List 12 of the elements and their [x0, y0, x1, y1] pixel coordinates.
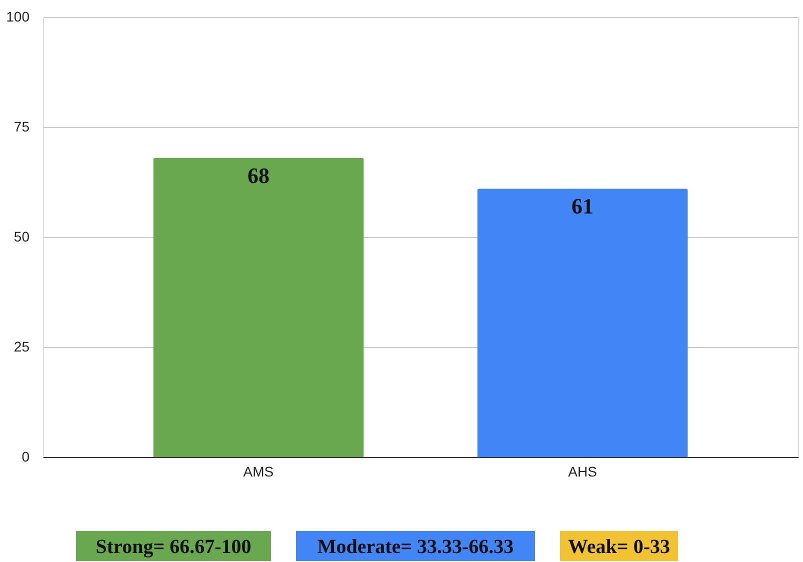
y-tick-label: 75	[14, 118, 30, 134]
data-label: 61	[572, 194, 594, 219]
text: Weak= 0-33	[568, 536, 670, 558]
y-tick-label: 0	[22, 448, 30, 464]
data-label: 68	[247, 162, 270, 188]
text: Strong= 66.67-100	[96, 536, 252, 558]
x-tick-label: AMS	[243, 464, 274, 480]
y-tick-label: 100	[6, 8, 30, 24]
y-tick-label: 50	[14, 228, 30, 244]
y-tick-label: 25	[14, 338, 30, 354]
text: Moderate= 33.33-66.33	[317, 536, 514, 558]
x-tick-label: AHS	[568, 464, 597, 480]
